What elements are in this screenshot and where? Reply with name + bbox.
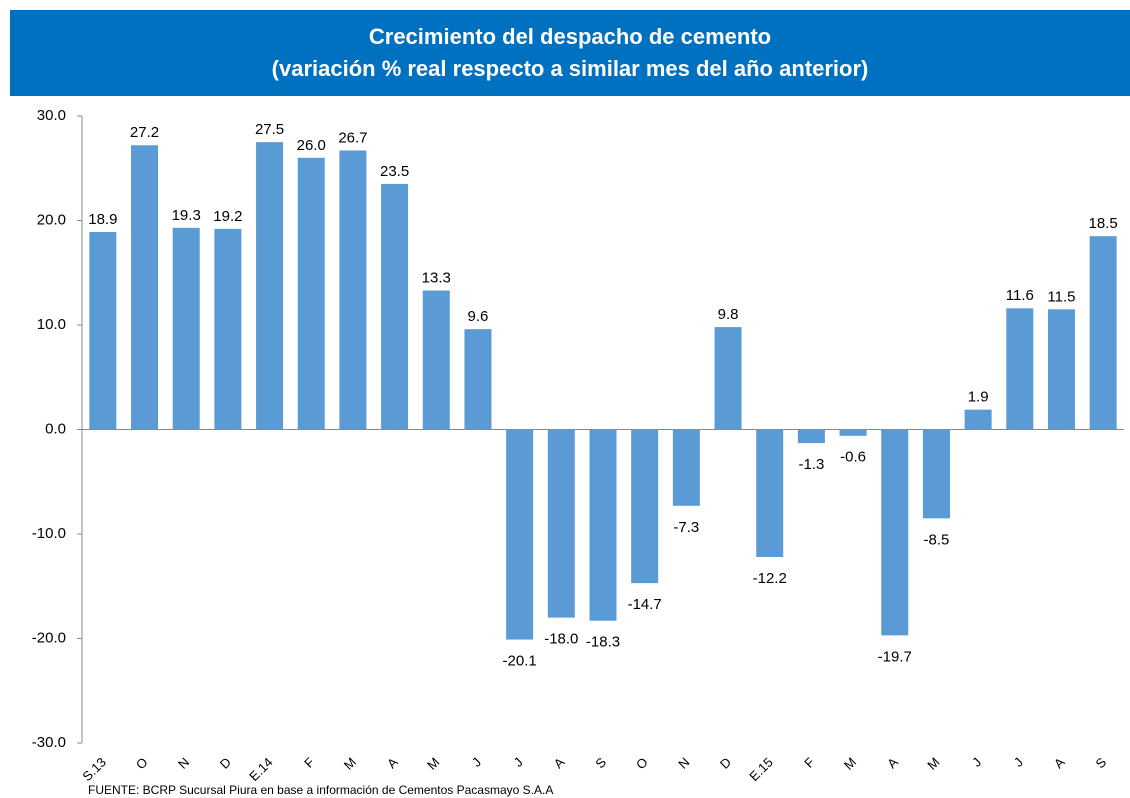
value-label: -0.6 — [840, 449, 866, 466]
x-tick-label: D — [217, 755, 234, 772]
y-tick-label: 30.0 — [37, 107, 66, 124]
x-tick-label: M — [424, 755, 442, 773]
y-tick-label: -10.0 — [32, 525, 66, 542]
x-tick-label: M — [924, 755, 942, 773]
x-tick-label: A — [1051, 754, 1068, 771]
bar — [964, 409, 992, 430]
value-label: -7.3 — [673, 519, 699, 536]
bar — [547, 429, 575, 618]
x-tick-label: S.13 — [79, 755, 109, 785]
value-label: -20.1 — [503, 653, 537, 670]
value-label: 18.5 — [1089, 215, 1118, 232]
x-tick-label: J — [511, 755, 526, 770]
value-label: -1.3 — [798, 456, 824, 473]
value-label: -14.7 — [628, 596, 662, 613]
value-label: 19.2 — [213, 208, 242, 225]
value-label: -18.3 — [586, 634, 620, 651]
value-label: 1.9 — [968, 389, 989, 406]
x-tick-label: S — [592, 754, 609, 771]
bar — [256, 142, 284, 430]
value-label: 9.6 — [468, 308, 489, 325]
bar — [922, 429, 950, 519]
bar — [381, 183, 409, 430]
y-tick-label: 0.0 — [45, 420, 66, 437]
value-label: 23.5 — [380, 163, 409, 180]
x-tick-label: M — [841, 755, 859, 773]
x-tick-label: O — [133, 755, 151, 773]
chart-title: Crecimiento del despacho de cemento — [369, 24, 771, 49]
y-tick-label: -30.0 — [32, 734, 66, 751]
value-label: 13.3 — [422, 269, 451, 286]
bar — [797, 429, 825, 444]
x-tick-label: A — [551, 754, 568, 771]
value-label: 27.5 — [255, 121, 284, 138]
bar — [89, 231, 117, 430]
value-label: 11.5 — [1047, 288, 1075, 305]
bar — [339, 150, 367, 430]
bar — [172, 227, 200, 430]
bar — [672, 429, 700, 506]
x-tick-label: A — [384, 754, 401, 771]
x-tick-label: D — [717, 755, 734, 772]
x-tick-label: O — [633, 755, 651, 773]
value-label: -8.5 — [924, 531, 950, 548]
bar — [1006, 308, 1034, 430]
x-tick-label: J — [1011, 755, 1026, 770]
bar — [506, 429, 534, 640]
y-tick-label: 20.0 — [37, 211, 66, 228]
bar — [589, 429, 617, 621]
x-tick-label: N — [175, 755, 192, 772]
x-tick-label: S — [1093, 754, 1110, 771]
bar — [464, 329, 492, 430]
x-tick-label: E.15 — [746, 755, 776, 785]
value-label: -12.2 — [753, 570, 787, 587]
value-label: 9.8 — [718, 306, 739, 323]
bar — [131, 145, 159, 430]
x-tick-label: E.14 — [246, 755, 276, 785]
bar — [1089, 236, 1117, 430]
title-banner — [10, 10, 1130, 96]
x-tick-label: J — [969, 755, 984, 770]
x-tick-label: M — [341, 755, 359, 773]
x-tick-label: F — [301, 754, 317, 770]
bar — [714, 327, 742, 430]
value-label: -18.0 — [544, 631, 578, 648]
source-note: FUENTE: BCRP Sucursal Piura en base a in… — [88, 783, 553, 797]
bar — [839, 429, 867, 436]
value-label: 26.0 — [297, 137, 326, 154]
y-tick-label: -20.0 — [32, 629, 66, 646]
value-label: -19.7 — [878, 648, 912, 665]
bar — [881, 429, 909, 636]
bar — [297, 157, 325, 430]
x-tick-label: A — [884, 754, 901, 771]
chart-subtitle: (variación % real respecto a similar mes… — [272, 56, 869, 81]
y-tick-label: 10.0 — [37, 316, 66, 333]
value-label: 18.9 — [88, 211, 117, 228]
bar — [756, 429, 784, 557]
value-label: 19.3 — [172, 207, 201, 224]
bar — [631, 429, 659, 584]
x-tick-label: N — [675, 755, 692, 772]
bar — [214, 228, 242, 430]
value-label: 27.2 — [130, 124, 159, 141]
x-tick-label: F — [801, 754, 817, 770]
value-label: 11.6 — [1006, 287, 1034, 304]
x-tick-label: J — [469, 755, 484, 770]
value-label: 26.7 — [338, 129, 367, 146]
bar — [1047, 309, 1075, 430]
bar — [422, 290, 450, 430]
